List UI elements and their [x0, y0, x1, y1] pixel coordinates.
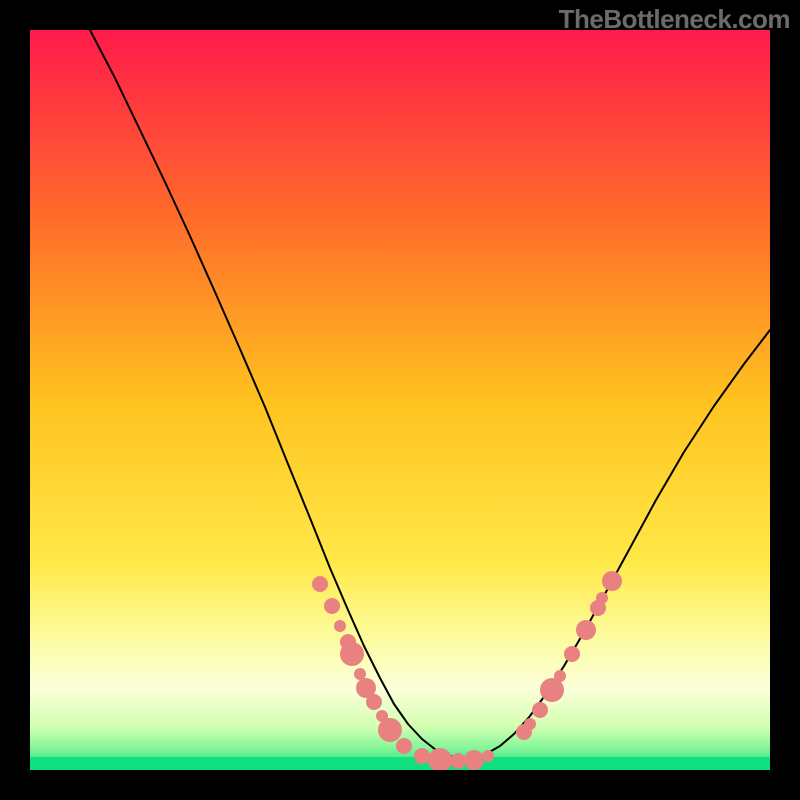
dot-marker	[450, 753, 466, 769]
dot-marker	[596, 592, 608, 604]
dot-marker	[428, 748, 452, 770]
dot-marker	[366, 694, 382, 710]
dot-marker	[396, 738, 412, 754]
dot-marker	[378, 718, 402, 742]
dot-marker	[564, 646, 580, 662]
dot-marker	[524, 718, 536, 730]
dot-marker	[414, 748, 430, 764]
dot-marker	[324, 598, 340, 614]
dot-marker	[554, 670, 566, 682]
dot-marker	[334, 620, 346, 632]
dot-marker	[482, 750, 494, 762]
chart-frame: TheBottleneck.com	[0, 0, 800, 800]
highlight-dots	[30, 30, 770, 770]
dot-marker	[312, 576, 328, 592]
plot-area	[30, 30, 770, 770]
dot-marker	[576, 620, 596, 640]
dot-marker	[464, 750, 484, 770]
dot-marker	[532, 702, 548, 718]
dot-marker	[602, 571, 622, 591]
dot-marker	[340, 642, 364, 666]
